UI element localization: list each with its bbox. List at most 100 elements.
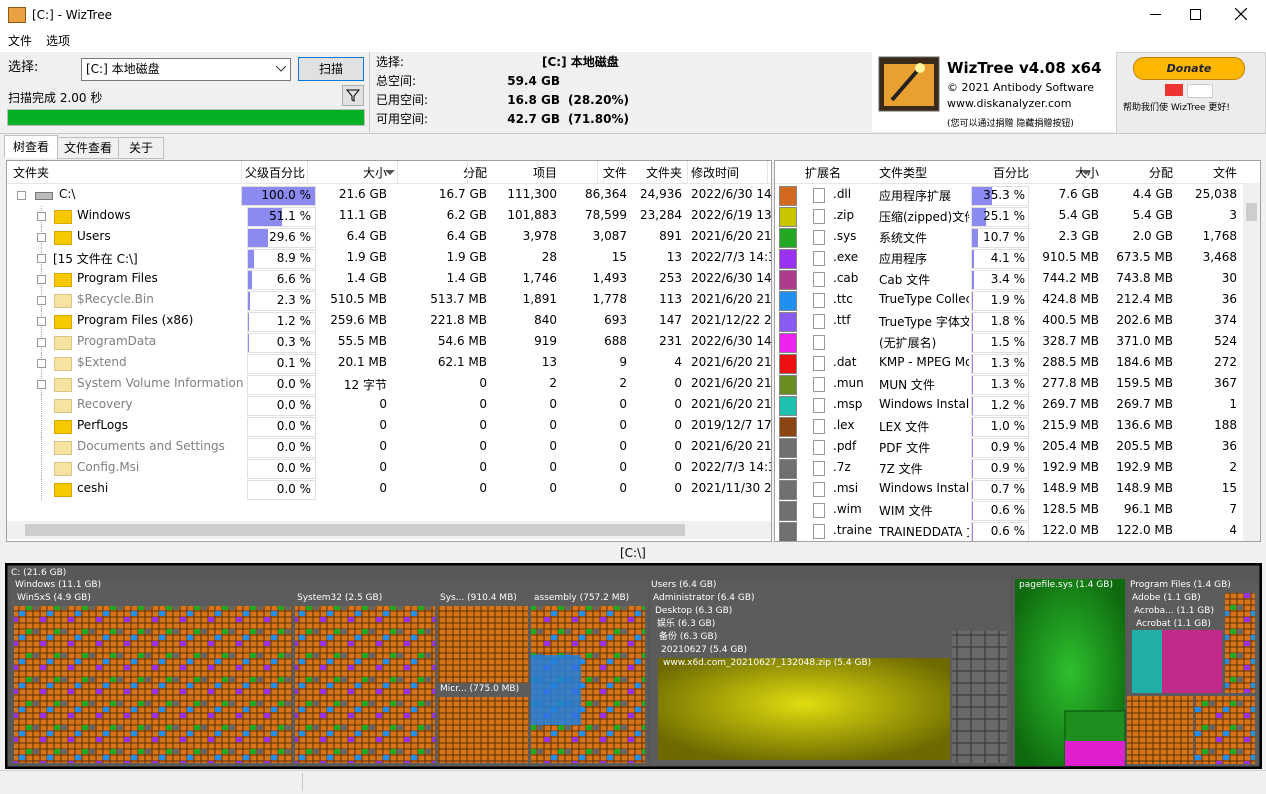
extension-name: .exe [833,250,858,264]
scan-button[interactable]: 扫描 [298,57,364,81]
tab-active[interactable]: 树查看 [4,135,58,158]
percent-bar [972,292,973,310]
summary-percent: (28.20%) [568,92,629,108]
treemap-label: C: (21.6 GB) [11,568,66,578]
folder-name[interactable]: Program Files (x86) [77,313,193,327]
cell-alloc: 96.1 MB [1109,502,1173,516]
column-header[interactable]: 百分比 [971,164,1029,181]
brand-panel: WizTree v4.08 x64 © 2021 Antibody Softwa… [872,52,1266,132]
column-header[interactable]: 文件夹 [13,164,73,181]
folder-name[interactable]: ProgramData [77,334,156,348]
column-header[interactable]: 分配 [1109,164,1173,181]
expand-box[interactable] [37,212,46,221]
column-header[interactable]: 扩展名 [805,164,865,181]
minimize-button[interactable] [1150,14,1161,15]
extension-name: .7z [833,460,851,474]
column-header[interactable]: 文件 [1175,164,1237,181]
cell-size: 0 [307,481,387,495]
percent-bar [972,250,974,268]
close-button[interactable] [1235,8,1247,20]
expand-box[interactable] [37,296,46,305]
column-header[interactable]: 大小 [307,164,387,181]
expand-box[interactable] [37,275,46,284]
expand-box[interactable] [37,233,46,242]
cell-size: 277.8 MB [1035,376,1099,390]
extension-name: .dll [833,187,851,201]
file-icon [813,503,825,518]
cell-size: 12 字节 [307,376,387,393]
percent-label: 29.6 % [269,230,311,244]
folder-name[interactable]: Windows [77,208,131,222]
treemap-label: Program Files (1.4 GB) [1130,580,1231,590]
folder-name[interactable]: $Recycle.Bin [77,292,154,306]
cell-alloc: 205.5 MB [1109,439,1173,453]
v-scroll-thumb[interactable] [1246,203,1257,221]
percent-cell: 0.0 % [247,375,316,395]
folder-name[interactable]: PerfLogs [77,418,128,432]
folder-name[interactable]: $Extend [77,355,127,369]
percent-bar [248,271,252,289]
color-swatch [779,522,797,542]
percent-bar [248,250,254,268]
tab[interactable]: 文件查看 [57,137,119,159]
percent-bar [972,355,973,373]
filter-icon [343,86,363,105]
cell-modified: 2021/12/22 22 [691,313,771,327]
folder-name[interactable]: Recovery [77,397,133,411]
percent-cell: 1.2 % [971,396,1029,416]
folder-name[interactable]: Program Files [77,271,158,285]
folder-name[interactable]: Documents and Settings [77,439,225,453]
extension-name: .dat [833,355,857,369]
select-label: 选择: [8,60,38,76]
extension-name: .wim [833,502,862,516]
cell-files: 2 [1175,460,1237,474]
brand-url[interactable]: www.diskanalyzer.com [947,96,1072,112]
folder-icon [54,315,72,329]
cell-alloc: 159.5 MB [1109,376,1173,390]
maximize-button[interactable] [1190,9,1201,20]
extension-name: .cab [833,271,858,285]
card-icon [1187,84,1213,98]
tab[interactable]: 关于 [118,137,164,159]
expand-box[interactable] [37,380,46,389]
cell-modified: 2022/6/30 14:0 [691,271,771,285]
column-header[interactable]: 文件类型 [879,164,969,181]
folder-name[interactable]: ceshi [77,481,108,495]
expand-box[interactable] [37,359,46,368]
folder-name[interactable]: [15 文件在 C:\] [53,250,138,267]
expand-box[interactable] [37,254,46,263]
cell-modified: 2021/6/20 21:2 [691,292,771,306]
folder-name[interactable]: System Volume Information [77,376,243,390]
expand-box[interactable] [37,338,46,347]
h-scroll-thumb[interactable] [25,524,685,536]
filter-button[interactable] [342,85,364,106]
folder-name[interactable]: C:\ [59,187,75,201]
menu-bar: 文件 选项 [0,30,1266,52]
cell-size: 215.9 MB [1035,418,1099,432]
percent-label: 0.7 % [991,482,1025,496]
cell-modified: 2022/6/19 13:0 [691,208,771,222]
menu-item[interactable]: 选项 [46,33,70,49]
percent-label: 100.0 % [261,188,311,202]
progress-fill [8,110,364,125]
folder-name[interactable]: Users [77,229,111,243]
drive-select[interactable]: [C:] 本地磁盘 [81,58,291,81]
folder-icon [54,483,72,497]
color-swatch [779,312,797,332]
folder-name[interactable]: Config.Msi [77,460,139,474]
expand-box[interactable] [37,317,46,326]
tree-line [41,479,43,500]
menu-item[interactable]: 文件 [8,33,32,49]
column-header[interactable]: 修改时间 [691,164,771,181]
column-header[interactable]: 文件夹 [597,164,682,181]
cell-size: 5.4 GB [1035,208,1099,222]
donate-button[interactable]: Donate [1133,57,1245,80]
file-type: PDF 文件 [879,439,969,456]
